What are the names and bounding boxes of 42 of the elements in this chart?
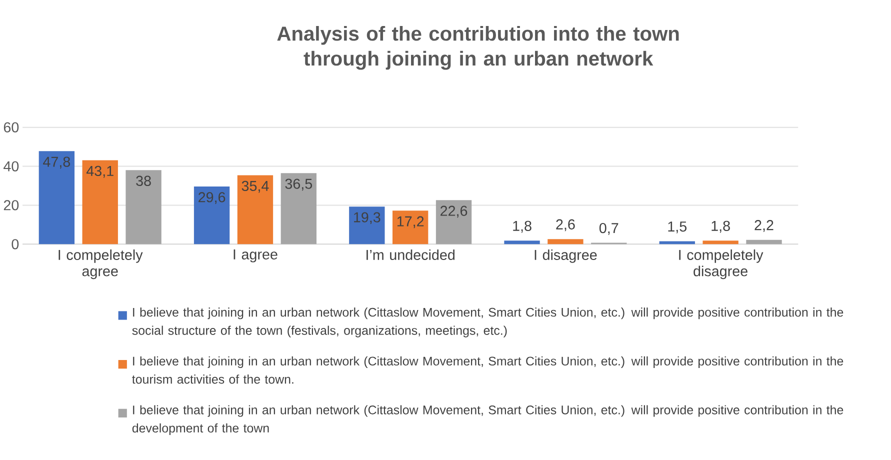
- data-label: 22,6: [440, 206, 468, 218]
- data-label: 43,1: [86, 166, 114, 178]
- data-label: 36,5: [285, 178, 312, 191]
- x-tick-label: I disagree: [534, 250, 597, 264]
- bar: [237, 175, 274, 244]
- y-tick-label: 40: [4, 161, 19, 172]
- x-tick-label: I agree: [234, 250, 278, 263]
- bar: [126, 170, 162, 244]
- y-tick-label: 20: [4, 200, 19, 211]
- bar: [746, 240, 782, 244]
- bar: [194, 186, 230, 244]
- bar: [392, 210, 428, 244]
- bar: [504, 240, 540, 244]
- data-label: 2,2: [754, 220, 774, 232]
- bar: [349, 206, 385, 244]
- bar: [548, 239, 584, 244]
- data-label: 19,3: [354, 212, 380, 224]
- legend-label: I believe that joining in an urban network (Cittaslow Movement, Smart Cities Union, etc.) will provide positive contribution in the development of the town: [132, 405, 844, 436]
- data-label: 1,5: [668, 222, 687, 234]
- data-label: 1,8: [712, 221, 730, 233]
- y-tick-label: 0: [12, 239, 19, 250]
- bar: [38, 151, 75, 244]
- bar: [702, 240, 738, 244]
- x-tick-label: I compeletely disagree: [679, 250, 764, 280]
- data-label: 29,6: [198, 192, 226, 204]
- bar: [82, 160, 118, 244]
- y-tick-label: 60: [4, 122, 19, 133]
- legend-label: I believe that joining in an urban network (Cittaslow Movement, Smart Cities Union, etc.) will provide positive contribution in the tourism activities of the town.: [132, 356, 844, 384]
- x-tick-label: I’m undecided: [366, 250, 454, 260]
- data-label: 35,4: [242, 181, 269, 193]
- bar: [659, 241, 695, 244]
- chart-title: Analysis of the contribution into the town through joining in an urban network: [277, 26, 679, 70]
- data-label: 0,7: [599, 223, 618, 236]
- bar: [280, 173, 316, 244]
- data-label: 17,2: [397, 216, 424, 228]
- legend-label: I believe that joining in an urban network (Cittaslow Movement, Smart Cities Union, etc.) will provide positive contribution in the social structure of the town (festivals, organizations, meetings, etc.): [132, 308, 844, 338]
- data-label: 1,8: [513, 221, 532, 233]
- data-label: 47,8: [43, 156, 70, 169]
- bar: [436, 200, 472, 244]
- data-label: 2,6: [556, 219, 575, 232]
- data-label: 38: [136, 176, 151, 186]
- x-tick-label: I compeletely agree: [58, 250, 143, 280]
